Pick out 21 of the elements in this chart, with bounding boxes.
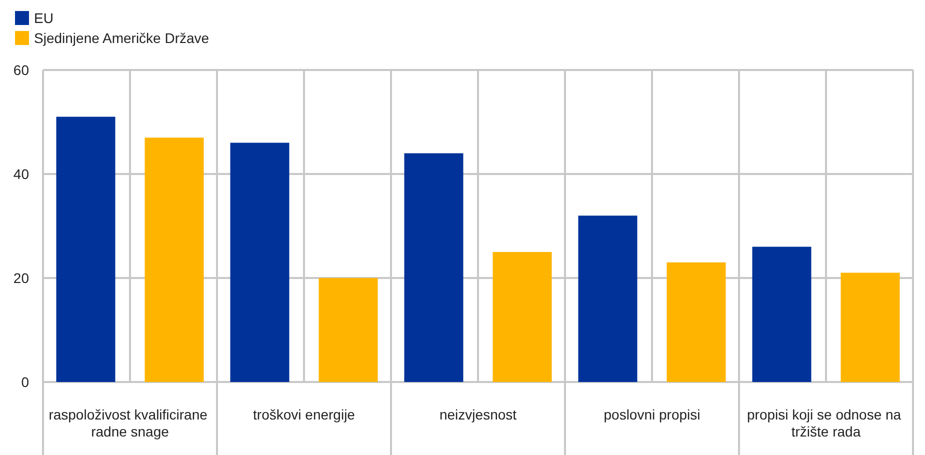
bar bbox=[752, 246, 812, 382]
legend-label: EU bbox=[34, 10, 54, 26]
x-tick-label: troškovi energije bbox=[253, 406, 356, 422]
y-tick-label: 60 bbox=[13, 62, 30, 78]
bar bbox=[578, 216, 638, 382]
bar bbox=[840, 272, 900, 382]
legend-label: Sjedinjene Američke Države bbox=[34, 30, 210, 46]
y-tick-label: 40 bbox=[13, 166, 30, 182]
bar bbox=[318, 278, 378, 382]
x-tick-label: neizvjesnost bbox=[439, 406, 517, 422]
bar bbox=[230, 142, 290, 382]
x-tick-label: propisi koji se odnose na tržište rada bbox=[747, 406, 905, 440]
bar bbox=[492, 252, 552, 382]
bar bbox=[666, 262, 726, 382]
bar bbox=[56, 116, 116, 382]
bar bbox=[144, 138, 204, 382]
y-tick-label: 20 bbox=[13, 270, 30, 286]
x-tick-label: poslovni propisi bbox=[604, 406, 700, 422]
x-tick-label: raspoloživost kvalificirane radne snage bbox=[48, 406, 212, 440]
bar bbox=[404, 153, 464, 382]
y-tick-label: 0 bbox=[21, 374, 30, 390]
